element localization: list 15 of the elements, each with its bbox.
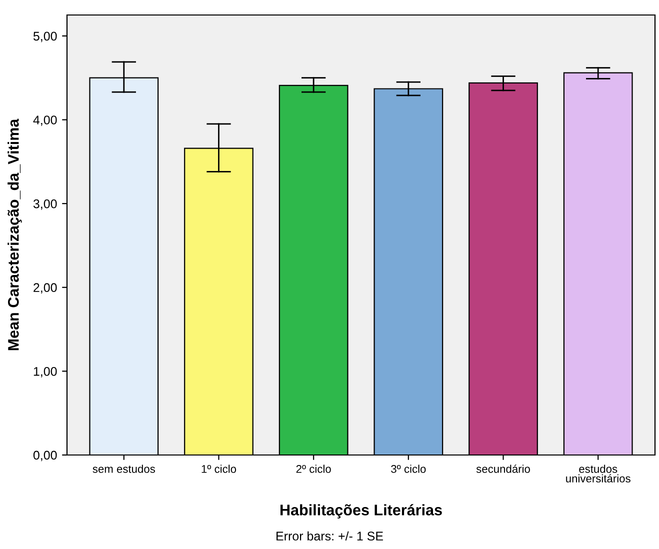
y-tick-label: 5,00 (33, 32, 57, 42)
x-tick-label: 2º ciclo (296, 464, 331, 473)
y-tick-label: 2,00 (34, 283, 57, 294)
y-tick-label: 3,00 (33, 199, 57, 210)
x-tick-label: 3º ciclo (391, 464, 426, 473)
x-tick-label: estudos universitários (566, 464, 630, 482)
y-tick-label: 4,00 (33, 116, 57, 126)
text: Error bars: +/- 1 SE (276, 531, 383, 541)
y-tick-label: 0,00 (33, 450, 57, 462)
x-tick-label: secundário (476, 464, 530, 473)
x-tick-label: 1º ciclo (202, 464, 236, 473)
y-axis-title: Mean Caracterização_da_Vitima (8, 118, 22, 350)
y-tick-label: 1,00 (34, 366, 57, 378)
x-tick-label: sem estudos (92, 464, 155, 473)
x-axis-title: Habilitações Literárias (280, 504, 442, 518)
